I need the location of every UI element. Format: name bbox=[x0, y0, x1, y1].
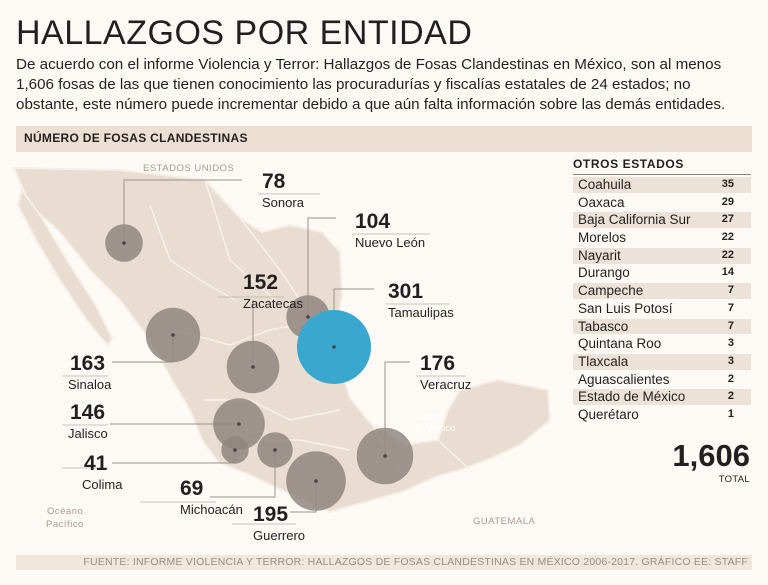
bubble-center-zacatecas bbox=[251, 365, 255, 369]
other-state-value: 7 bbox=[727, 319, 734, 332]
bubble-layer bbox=[105, 224, 414, 511]
other-state-row: Aguascalientes 2 bbox=[573, 372, 751, 388]
map-label-pacific-2: Pacífico bbox=[46, 519, 84, 530]
other-state-name: Nayarit bbox=[578, 247, 621, 263]
other-state-row: Morelos 22 bbox=[573, 230, 751, 246]
mexico-bubble-map: ESTADOS UNIDOS Golfo de México Océano Pa… bbox=[12, 163, 552, 543]
other-state-value: 29 bbox=[721, 195, 734, 208]
other-state-name: Baja California Sur bbox=[578, 212, 691, 228]
other-state-value: 7 bbox=[727, 301, 734, 314]
other-state-name: Campeche bbox=[578, 283, 644, 299]
other-state-row: Quintana Roo 3 bbox=[573, 336, 751, 352]
other-state-row: Baja California Sur 27 bbox=[573, 212, 751, 229]
state-label-sonora: Sonora bbox=[262, 195, 305, 210]
other-state-name: San Luis Potosí bbox=[578, 300, 673, 316]
other-state-row: Tlaxcala 3 bbox=[573, 353, 751, 370]
leader-veracruz bbox=[384, 361, 410, 456]
bubble-center-sonora bbox=[122, 241, 126, 245]
other-state-name: Quintana Roo bbox=[578, 336, 662, 352]
bubble-center-michoacan bbox=[273, 448, 277, 452]
other-state-name: Tlaxcala bbox=[578, 353, 629, 369]
value-label-jalisco: 146 bbox=[70, 401, 105, 424]
other-state-row: Estado de México 2 bbox=[573, 389, 751, 406]
other-state-value: 3 bbox=[727, 337, 734, 350]
state-label-sinaloa: Sinaloa bbox=[68, 377, 112, 392]
bubble-center-jalisco bbox=[237, 422, 241, 426]
other-states-list: Coahuila 35 Oaxaca 29 Baja California Sur 27 M… bbox=[573, 177, 751, 425]
other-state-row: Coahuila 35 bbox=[573, 177, 751, 193]
other-state-row: Campeche 7 bbox=[573, 283, 751, 299]
other-states-rule bbox=[573, 174, 751, 175]
value-label-michoacan: 69 bbox=[180, 477, 203, 500]
value-label-nuevo-leon: 104 bbox=[355, 210, 390, 233]
map-label-gulf-1: Golfo bbox=[418, 412, 441, 423]
other-state-value: 14 bbox=[721, 266, 734, 279]
other-state-row: Querétaro 1 bbox=[573, 407, 751, 423]
other-state-row: Tabasco 7 bbox=[573, 318, 751, 335]
other-state-value: 22 bbox=[721, 248, 734, 261]
other-state-row: Durango 14 bbox=[573, 265, 751, 281]
other-state-row: San Luis Potosí 7 bbox=[573, 301, 751, 317]
state-label-colima: Colima bbox=[82, 477, 123, 492]
map-label-guatemala: GUATEMALA bbox=[473, 516, 536, 527]
section-header: NÚMERO DE FOSAS CLANDESTINAS bbox=[16, 126, 752, 152]
label-layer: 78 Sonora 104 Nuevo León 152 Zacatecas 301 Tama… bbox=[62, 170, 471, 543]
total-value: 1,606 bbox=[672, 438, 750, 473]
other-state-row: Nayarit 22 bbox=[573, 247, 751, 264]
other-state-value: 35 bbox=[721, 178, 734, 190]
other-state-row: Oaxaca 29 bbox=[573, 195, 751, 211]
leader-sonora bbox=[123, 179, 242, 243]
other-state-name: Morelos bbox=[578, 230, 627, 246]
value-label-sinaloa: 163 bbox=[70, 352, 105, 375]
map-label-gulf-2: de México bbox=[412, 423, 455, 434]
bubble-center-veracruz bbox=[383, 454, 387, 458]
source-bar: FUENTE: INFORME VIOLENCIA Y TERROR: HALL… bbox=[16, 555, 752, 570]
leader-nuevo-leon bbox=[307, 217, 336, 317]
value-label-veracruz: 176 bbox=[420, 352, 455, 375]
other-state-name: Querétaro bbox=[578, 406, 639, 422]
mexico-landmass bbox=[12, 166, 552, 514]
state-label-tamaulipas: Tamaulipas bbox=[388, 305, 454, 320]
other-state-name: Estado de México bbox=[578, 389, 686, 405]
other-state-name: Tabasco bbox=[578, 318, 629, 334]
map-label-usa: ESTADOS UNIDOS bbox=[143, 163, 234, 174]
state-label-guerrero: Guerrero bbox=[253, 528, 305, 543]
bubble-center-sinaloa bbox=[171, 333, 175, 337]
bubble-center-tamaulipas bbox=[332, 345, 336, 349]
total-label: TOTAL bbox=[718, 474, 750, 485]
state-label-nuevo-leon: Nuevo León bbox=[355, 235, 425, 250]
bubble-center-colima bbox=[233, 448, 237, 452]
bubble-center-nuevo-leon bbox=[306, 315, 310, 319]
value-label-zacatecas: 152 bbox=[243, 271, 278, 294]
state-label-veracruz: Veracruz bbox=[420, 377, 471, 392]
other-states-title: OTROS ESTADOS bbox=[573, 157, 684, 171]
intro-paragraph: De acuerdo con el informe Violencia y Te… bbox=[16, 56, 726, 113]
other-state-value: 22 bbox=[721, 231, 734, 244]
other-state-value: 2 bbox=[727, 390, 734, 403]
bubble-center-guerrero bbox=[314, 479, 318, 483]
state-label-zacatecas: Zacatecas bbox=[243, 296, 303, 311]
page-title: HALLAZGOS POR ENTIDAD bbox=[16, 14, 473, 52]
other-state-value: 7 bbox=[727, 284, 734, 297]
other-state-name: Aguascalientes bbox=[578, 371, 670, 387]
other-state-value: 27 bbox=[721, 213, 734, 226]
value-label-tamaulipas: 301 bbox=[388, 280, 423, 303]
value-label-colima: 41 bbox=[84, 452, 108, 475]
other-state-value: 1 bbox=[727, 407, 734, 420]
value-label-guerrero: 195 bbox=[253, 503, 288, 526]
state-label-jalisco: Jalisco bbox=[68, 426, 108, 441]
section-title: NÚMERO DE FOSAS CLANDESTINAS bbox=[24, 131, 248, 145]
state-label-michoacan: Michoacán bbox=[180, 502, 243, 517]
value-label-sonora: 78 bbox=[262, 170, 286, 193]
other-state-name: Oaxaca bbox=[578, 194, 625, 210]
other-state-name: Coahuila bbox=[578, 177, 632, 192]
map-label-pacific-1: Océano bbox=[47, 506, 83, 517]
source-note: FUENTE: INFORME VIOLENCIA Y TERROR: HALL… bbox=[83, 556, 748, 568]
other-state-value: 2 bbox=[727, 372, 734, 385]
other-state-value: 3 bbox=[727, 354, 734, 367]
other-state-name: Durango bbox=[578, 265, 630, 281]
